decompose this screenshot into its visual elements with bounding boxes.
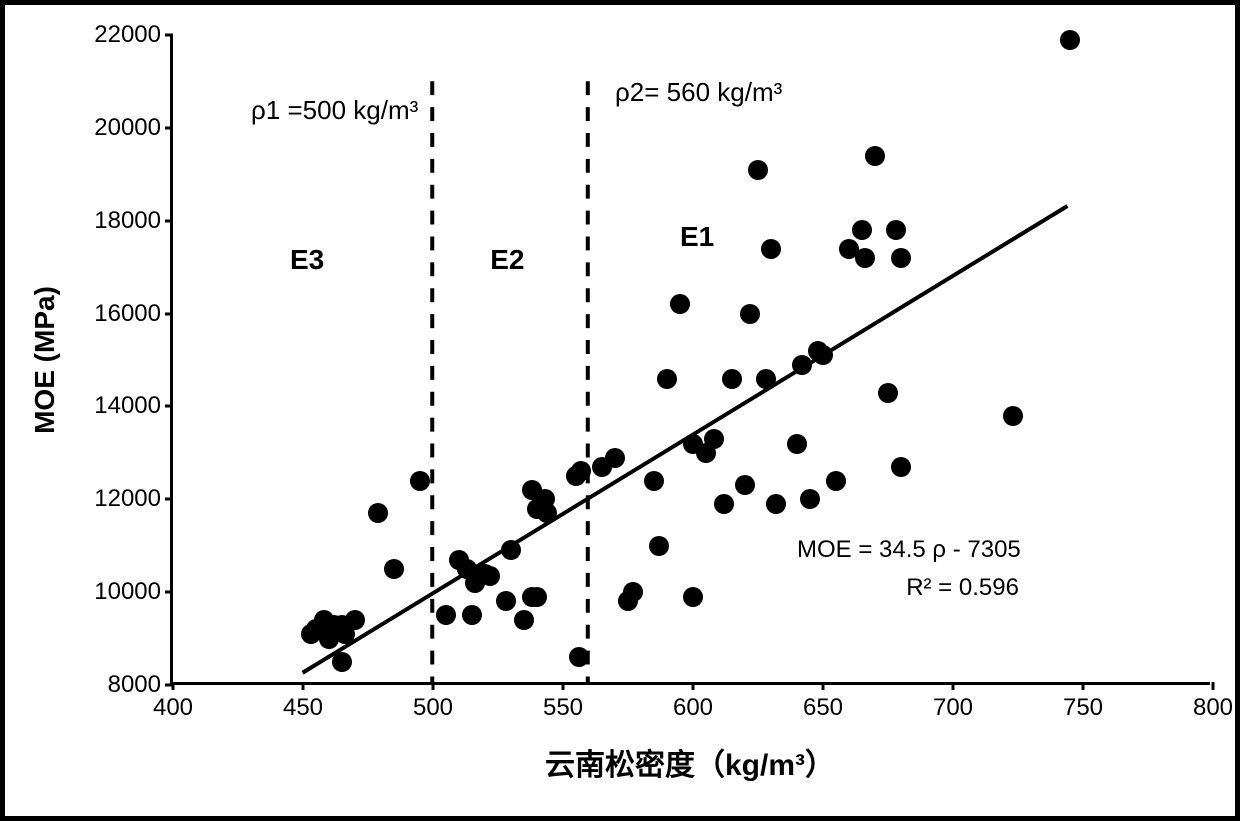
y-tick-mark bbox=[165, 405, 173, 408]
annotation-rho1: ρ1 =500 kg/m³ bbox=[251, 95, 418, 126]
y-tick-label: 10000 bbox=[94, 578, 173, 606]
annotation-rho2: ρ2= 560 kg/m³ bbox=[615, 77, 782, 108]
data-point bbox=[756, 369, 776, 389]
data-point bbox=[1003, 406, 1023, 426]
y-tick-label: 18000 bbox=[94, 207, 173, 235]
x-tick-mark bbox=[172, 682, 175, 690]
data-point bbox=[787, 434, 807, 454]
x-tick-mark bbox=[822, 682, 825, 690]
data-point bbox=[886, 220, 906, 240]
annotation-eqn: MOE = 34.5 ρ - 7305 bbox=[797, 536, 1021, 564]
data-point bbox=[740, 304, 760, 324]
data-point bbox=[891, 248, 911, 268]
data-point bbox=[345, 610, 365, 630]
annotation-r2: R² = 0.596 bbox=[906, 574, 1019, 602]
data-point bbox=[865, 146, 885, 166]
x-tick-mark bbox=[562, 682, 565, 690]
data-point bbox=[670, 294, 690, 314]
data-point bbox=[332, 652, 352, 672]
data-point bbox=[855, 248, 875, 268]
data-point bbox=[623, 582, 643, 602]
data-point bbox=[748, 160, 768, 180]
x-tick-mark bbox=[1212, 682, 1215, 690]
chart-overlay bbox=[173, 35, 1210, 682]
data-point bbox=[1060, 30, 1080, 50]
data-point bbox=[537, 503, 557, 523]
y-tick-label: 16000 bbox=[94, 300, 173, 328]
data-point bbox=[813, 345, 833, 365]
x-tick-mark bbox=[432, 682, 435, 690]
data-point bbox=[368, 503, 388, 523]
data-point bbox=[792, 355, 812, 375]
y-tick-label: 12000 bbox=[94, 485, 173, 513]
data-point bbox=[514, 610, 534, 630]
chart-frame: 8000100001200014000160001800020000220004… bbox=[0, 0, 1240, 821]
data-point bbox=[722, 369, 742, 389]
data-point bbox=[571, 461, 591, 481]
x-tick-mark bbox=[302, 682, 305, 690]
data-point bbox=[569, 647, 589, 667]
annotation-E1: E1 bbox=[680, 221, 714, 253]
data-point bbox=[735, 475, 755, 495]
data-point bbox=[852, 220, 872, 240]
y-tick-mark bbox=[165, 219, 173, 222]
y-tick-label: 20000 bbox=[94, 114, 173, 142]
data-point bbox=[496, 591, 516, 611]
data-point bbox=[826, 471, 846, 491]
data-point bbox=[657, 369, 677, 389]
annotation-E2: E2 bbox=[490, 244, 524, 276]
data-point bbox=[878, 383, 898, 403]
y-tick-mark bbox=[165, 591, 173, 594]
data-point bbox=[436, 605, 456, 625]
x-axis-title: 云南松密度（kg/m³） bbox=[545, 740, 835, 784]
annotation-E3: E3 bbox=[290, 244, 324, 276]
y-axis-title: MOE (MPa) bbox=[29, 286, 61, 434]
data-point bbox=[800, 489, 820, 509]
x-tick-mark bbox=[1082, 682, 1085, 690]
data-point bbox=[683, 587, 703, 607]
data-point bbox=[384, 559, 404, 579]
data-point bbox=[644, 471, 664, 491]
y-tick-label: 14000 bbox=[94, 392, 173, 420]
data-point bbox=[761, 239, 781, 259]
y-tick-mark bbox=[165, 126, 173, 129]
data-point bbox=[462, 605, 482, 625]
data-point bbox=[704, 429, 724, 449]
y-tick-mark bbox=[165, 34, 173, 37]
data-point bbox=[766, 494, 786, 514]
x-tick-mark bbox=[692, 682, 695, 690]
plot-area: 8000100001200014000160001800020000220004… bbox=[170, 35, 1210, 685]
data-point bbox=[891, 457, 911, 477]
data-point bbox=[410, 471, 430, 491]
data-point bbox=[649, 536, 669, 556]
x-tick-mark bbox=[952, 682, 955, 690]
data-point bbox=[480, 566, 500, 586]
data-point bbox=[501, 540, 521, 560]
data-point bbox=[605, 448, 625, 468]
data-point bbox=[714, 494, 734, 514]
y-tick-mark bbox=[165, 312, 173, 315]
data-point bbox=[527, 587, 547, 607]
y-tick-mark bbox=[165, 498, 173, 501]
y-tick-label: 22000 bbox=[94, 21, 173, 49]
